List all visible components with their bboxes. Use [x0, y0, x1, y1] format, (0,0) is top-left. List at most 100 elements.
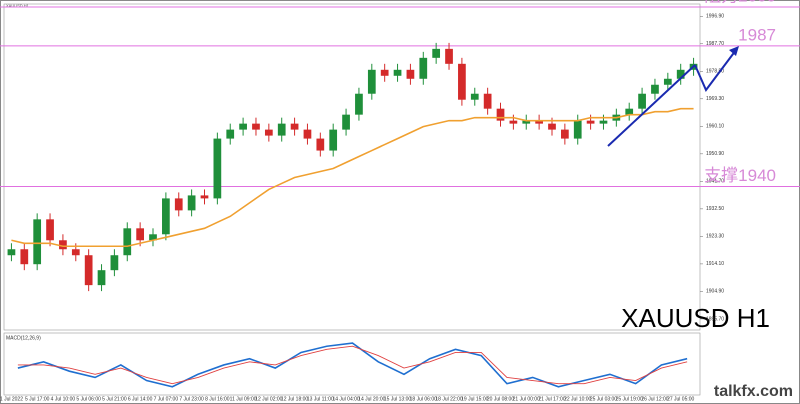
- candle-body: [573, 120, 582, 139]
- candle-body: [470, 93, 479, 100]
- candle-body: [561, 129, 569, 139]
- x-tick-label: 7 Jul 23:00: [179, 396, 204, 402]
- candle-body: [496, 108, 505, 121]
- candle-body: [71, 249, 80, 256]
- candle-body: [432, 48, 441, 58]
- x-tick-label: 1 Jul 2022: [0, 396, 23, 402]
- y-tick-label: 1960.10: [706, 124, 724, 130]
- candle-body: [264, 129, 273, 136]
- candle-body: [20, 249, 29, 265]
- candle-body: [676, 69, 685, 79]
- moving-average: [11, 107, 694, 248]
- candle-body: [638, 93, 646, 109]
- level-label: 1987: [738, 25, 776, 44]
- forecast-path: [694, 49, 737, 92]
- main-panel: [3, 3, 701, 331]
- x-tick-label: 6 Jul 14:00: [128, 396, 153, 402]
- candle-body: [162, 198, 170, 235]
- x-tick-label: 14 Jul 20:00: [358, 396, 385, 402]
- trend-line: [607, 64, 696, 147]
- candle-body: [586, 120, 595, 124]
- x-tick-label: 12 Jul 18:00: [281, 396, 308, 402]
- candle-body: [445, 48, 453, 64]
- candle-body: [522, 120, 531, 124]
- candle-body: [355, 93, 363, 115]
- x-tick-label: 14 Jul 04:00: [332, 396, 359, 402]
- candle-body: [509, 120, 518, 124]
- candle-body: [123, 228, 132, 256]
- x-tick-label: 4 Jul 10:00: [51, 396, 76, 402]
- x-tick-label: 5 Jul 21:00: [102, 396, 127, 402]
- y-tick-label: 1996.90: [706, 14, 724, 20]
- y-tick-label: 1932.50: [706, 206, 724, 212]
- candle-body: [187, 195, 196, 211]
- candle-body: [136, 228, 144, 241]
- level-label: 阻力2000: [704, 0, 776, 5]
- x-tick-label: 5 Jul 06:00: [76, 396, 101, 402]
- candle-body: [406, 69, 415, 79]
- x-tick-label: 27 Jul 05:00: [667, 396, 694, 402]
- x-tick-label: 11 Jul 09:00: [230, 396, 257, 402]
- candle-body: [483, 93, 492, 109]
- candle-body: [303, 129, 312, 139]
- x-tick-label: 22 Jul 10:00: [564, 396, 591, 402]
- y-tick-label: 1904.90: [706, 289, 724, 295]
- x-tick-label: 8 Jul 16:00: [205, 396, 230, 402]
- y-tick-label: 1969.30: [706, 96, 724, 102]
- x-tick-label: 15 Jul 13:00: [384, 396, 411, 402]
- y-tick-label: 1978.50: [706, 69, 724, 75]
- candle-body: [84, 255, 93, 286]
- candle-body: [200, 195, 209, 199]
- candle-body: [33, 219, 42, 265]
- candle-body: [59, 240, 67, 250]
- x-tick-label: 21 Jul 00:00: [513, 396, 540, 402]
- indicator-label: MACD(12,26,9): [6, 335, 41, 341]
- level-label: 支撑1940: [704, 166, 776, 185]
- symbol-title: XAUUSD H1: [621, 303, 770, 333]
- candle-body: [97, 270, 106, 286]
- candle-body: [367, 69, 376, 94]
- x-tick-label: 7 Jul 07:00: [154, 396, 179, 402]
- candle-body: [548, 123, 556, 130]
- y-tick-label: 1950.90: [706, 151, 724, 157]
- indicator-label-top: XAUUSD H1: [6, 3, 30, 8]
- candle-body: [252, 123, 260, 130]
- y-tick-label: 1987.70: [706, 41, 724, 47]
- candle-body: [342, 114, 350, 130]
- y-tick-label: 1941.70: [706, 179, 724, 185]
- candle-body: [329, 129, 338, 151]
- y-tick-label: 1923.30: [706, 234, 724, 240]
- x-tick-label: 19 Jul 15:00: [461, 396, 488, 402]
- candle-body: [380, 69, 389, 76]
- candle-body: [226, 129, 235, 139]
- candle-body: [46, 219, 54, 241]
- macd-line: [17, 345, 688, 385]
- candle-body: [535, 120, 543, 124]
- x-tick-label: 25 Jul 03:00: [590, 396, 617, 402]
- candle-body: [651, 84, 659, 94]
- candle-body: [599, 120, 608, 124]
- x-tick-label: 18 Jul 06:00: [410, 396, 437, 402]
- y-tick-label: 1895.70: [706, 316, 724, 322]
- x-tick-label: 21 Jul 17:00: [538, 396, 565, 402]
- x-tick-label: 12 Jul 02:00: [255, 396, 282, 402]
- x-tick-label: 20 Jul 08:00: [487, 396, 514, 402]
- x-tick-label: 13 Jul 11:00: [307, 396, 334, 402]
- x-tick-label: 18 Jul 22:00: [435, 396, 462, 402]
- candle-body: [277, 123, 286, 136]
- x-tick-label: 26 Jul 12:00: [641, 396, 668, 402]
- candle-body: [393, 69, 402, 76]
- candle-body: [663, 78, 672, 85]
- candle-body: [290, 123, 299, 130]
- candle-body: [174, 198, 183, 211]
- candle-body: [149, 234, 157, 241]
- macd-panel: [3, 332, 701, 396]
- candle-body: [625, 108, 634, 115]
- candle-body: [458, 63, 466, 100]
- macd-line: [17, 342, 688, 388]
- candle-body: [239, 123, 247, 130]
- arrow-head: [729, 46, 739, 56]
- watermark: talkfx.com: [714, 383, 793, 400]
- candle-body: [7, 249, 16, 256]
